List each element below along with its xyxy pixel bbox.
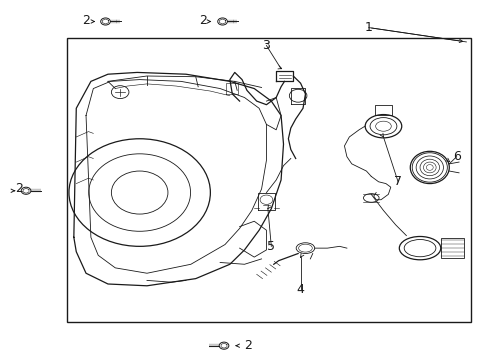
Text: 4: 4 xyxy=(296,283,304,296)
Text: 2: 2 xyxy=(15,183,23,195)
Text: 2: 2 xyxy=(199,14,206,27)
Text: 1: 1 xyxy=(364,21,372,34)
Text: 7: 7 xyxy=(393,175,401,188)
Text: 3: 3 xyxy=(262,39,270,52)
Text: 2: 2 xyxy=(82,14,90,27)
Bar xyxy=(66,39,470,321)
Text: 6: 6 xyxy=(452,150,460,163)
Text: 2: 2 xyxy=(244,339,252,352)
Text: 5: 5 xyxy=(267,240,275,253)
